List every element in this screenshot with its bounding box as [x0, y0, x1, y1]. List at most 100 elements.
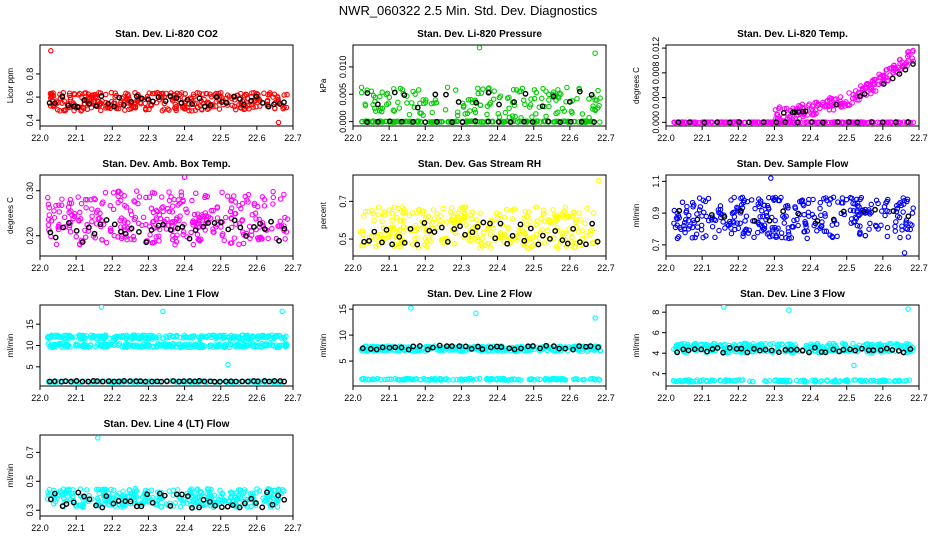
reference-point — [449, 343, 455, 349]
data-point — [734, 220, 740, 226]
data-point — [812, 377, 818, 383]
data-point — [130, 104, 136, 111]
data-point — [221, 237, 228, 244]
reference-point — [794, 346, 800, 353]
data-point — [493, 210, 500, 216]
data-point — [166, 107, 172, 113]
data-point — [472, 109, 479, 116]
data-point — [253, 490, 259, 496]
data-point — [878, 208, 885, 214]
data-point — [455, 217, 461, 223]
reference-point — [150, 98, 156, 105]
plot-frame — [665, 304, 920, 387]
data-point — [896, 378, 903, 384]
data-point — [107, 228, 114, 235]
data-point — [381, 209, 388, 215]
data-point — [95, 216, 102, 222]
data-point — [479, 243, 485, 249]
data-point — [502, 109, 509, 116]
data-point — [830, 107, 837, 113]
data-point — [60, 107, 67, 114]
reference-point — [522, 90, 529, 97]
data-point — [57, 341, 63, 348]
data-point — [827, 196, 834, 202]
data-point — [61, 214, 68, 221]
data-point — [207, 91, 213, 97]
data-point — [742, 227, 749, 234]
reference-point — [167, 503, 174, 509]
data-point — [184, 490, 190, 497]
data-point — [89, 213, 95, 220]
data-point — [550, 119, 557, 125]
data-point — [211, 492, 218, 499]
data-point — [106, 342, 112, 348]
data-point — [47, 103, 54, 109]
data-point — [687, 378, 694, 384]
y-axis-label: Licor ppm — [6, 68, 15, 103]
data-point — [902, 61, 908, 68]
data-point — [210, 207, 216, 214]
data-point — [857, 223, 863, 229]
reference-point — [550, 343, 557, 350]
reference-point — [248, 97, 255, 104]
data-point — [801, 211, 807, 218]
reference-point — [782, 119, 789, 126]
data-point — [360, 213, 367, 219]
x-tick-label: 22.4 — [489, 133, 507, 143]
reference-point — [840, 346, 847, 353]
data-point — [221, 344, 228, 350]
reference-point — [144, 491, 151, 498]
data-point — [749, 119, 755, 126]
data-point — [88, 206, 95, 212]
data-point — [882, 75, 889, 81]
data-point — [283, 104, 290, 111]
reference-point — [128, 98, 135, 105]
data-point — [806, 196, 812, 203]
data-point — [45, 489, 51, 496]
data-point — [733, 119, 740, 125]
data-point — [848, 220, 854, 226]
data-point — [529, 235, 536, 241]
data-point — [143, 105, 149, 112]
x-tick-label: 22.0 — [344, 263, 362, 273]
data-point — [705, 217, 712, 224]
data-point — [197, 216, 203, 222]
data-point — [240, 229, 246, 235]
reference-point — [105, 378, 112, 385]
data-point — [156, 238, 162, 244]
data-point — [218, 343, 225, 349]
x-tick-label: 22.1 — [693, 393, 711, 403]
data-point — [58, 202, 65, 209]
data-point — [562, 236, 568, 243]
data-point — [776, 197, 783, 204]
reference-point — [47, 496, 54, 503]
data-point — [854, 196, 860, 203]
y-tick-label: 0.5 — [25, 475, 35, 488]
data-point — [379, 347, 386, 354]
reference-point — [122, 498, 129, 505]
reference-point — [405, 346, 412, 353]
data-point — [402, 225, 408, 231]
plot-frame — [39, 434, 294, 517]
panel-line4: Stan. Dev. Line 4 (LT) Flow 22.0 22.1 22.2 2… — [6, 419, 302, 533]
reference-point — [676, 207, 683, 214]
data-point — [778, 230, 785, 236]
data-point — [703, 233, 709, 239]
x-tick-label: 22.2 — [730, 393, 748, 403]
data-point — [192, 107, 199, 113]
data-point — [45, 222, 52, 228]
data-point — [199, 333, 205, 339]
reference-point — [426, 227, 433, 234]
reference-point — [892, 119, 899, 126]
reference-point — [383, 226, 390, 233]
data-point — [528, 96, 534, 102]
x-tick-label: 22.5 — [525, 133, 543, 143]
data-point — [910, 205, 916, 211]
data-point — [825, 119, 832, 126]
data-point — [860, 119, 867, 126]
data-point — [553, 243, 560, 250]
reference-point — [97, 221, 104, 228]
reference-point — [201, 378, 208, 385]
reference-point — [167, 93, 174, 100]
